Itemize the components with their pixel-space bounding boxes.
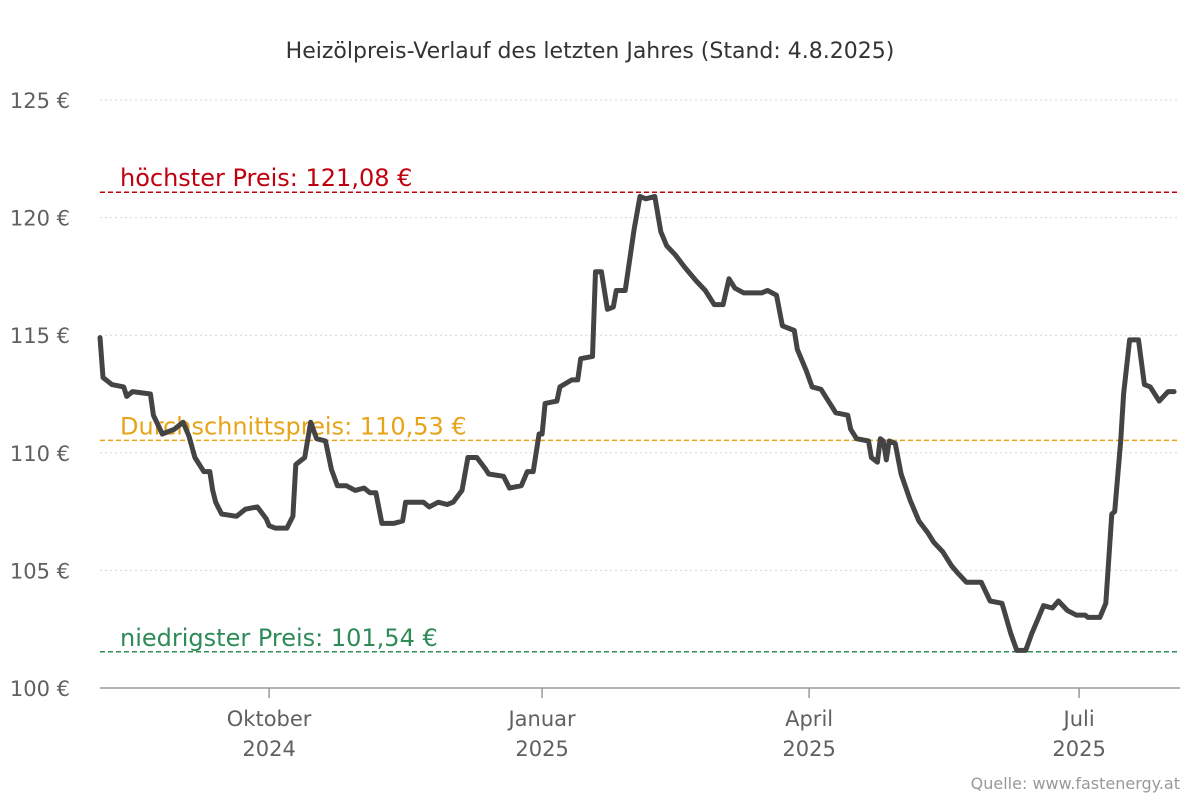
price-series bbox=[97, 193, 1177, 653]
x-axis: Oktober 2024 Januar 2025 April 2025 Juli 2025 bbox=[100, 687, 1180, 761]
reference-line-label: höchster Preis: 121,08 € bbox=[120, 164, 412, 192]
x-tick-year: 2024 bbox=[242, 737, 295, 761]
chart-title: Heizölpreis-Verlauf des letzten Jahres (… bbox=[286, 39, 895, 64]
x-tick-year: 2025 bbox=[1052, 737, 1105, 761]
x-tick-month: April bbox=[785, 707, 833, 731]
x-tick-year: 2025 bbox=[782, 737, 835, 761]
price-line bbox=[97, 193, 1177, 653]
y-tick-label: 100 € bbox=[10, 677, 70, 701]
y-axis-ticks: 100 € 105 € 110 € 115 € 120 € 125 € bbox=[10, 89, 70, 701]
reference-line-label: Durchschnittspreis: 110,53 € bbox=[120, 412, 467, 440]
x-tick-month: Oktober bbox=[227, 707, 312, 731]
x-tick-year: 2025 bbox=[515, 737, 568, 761]
source-credit: Quelle: www.fastenergy.at bbox=[971, 774, 1180, 793]
reference-line-label: niedrigster Preis: 101,54 € bbox=[120, 624, 438, 652]
reference-lines: höchster Preis: 121,08 € Durchschnittspre… bbox=[100, 164, 1180, 653]
y-tick-label: 120 € bbox=[10, 207, 70, 231]
y-tick-label: 105 € bbox=[10, 559, 70, 583]
x-tick-month: Juli bbox=[1062, 707, 1095, 731]
y-tick-label: 115 € bbox=[10, 324, 70, 348]
x-tick-month: Januar bbox=[506, 707, 576, 731]
y-gridlines bbox=[100, 99, 1180, 571]
y-tick-label: 125 € bbox=[10, 89, 70, 113]
y-tick-label: 110 € bbox=[10, 442, 70, 466]
